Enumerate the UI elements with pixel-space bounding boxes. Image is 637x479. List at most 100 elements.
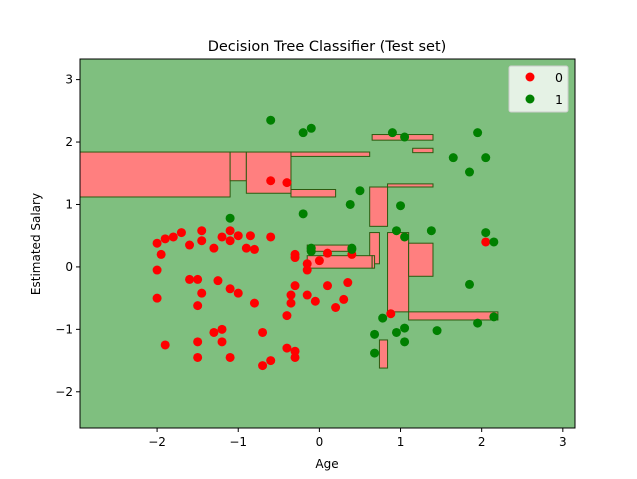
point-class-0 xyxy=(218,325,227,334)
point-class-0 xyxy=(286,299,295,308)
point-class-0 xyxy=(193,301,202,310)
point-class-0 xyxy=(250,299,259,308)
point-class-0 xyxy=(242,244,251,253)
point-class-0 xyxy=(209,244,218,253)
x-tick-label: −2 xyxy=(148,435,166,449)
point-class-1 xyxy=(400,133,409,142)
region-class-0 xyxy=(388,184,433,187)
point-class-0 xyxy=(250,245,259,254)
point-class-0 xyxy=(258,328,267,337)
point-class-0 xyxy=(161,340,170,349)
point-class-0 xyxy=(323,281,332,290)
x-axis-label: Age xyxy=(315,457,338,471)
point-class-1 xyxy=(355,186,364,195)
point-class-0 xyxy=(209,328,218,337)
point-class-0 xyxy=(197,289,206,298)
point-class-0 xyxy=(197,236,206,245)
x-tick-label: 1 xyxy=(397,435,405,449)
point-class-0 xyxy=(213,276,222,285)
region-class-0 xyxy=(291,189,336,196)
legend-label-0: 0 xyxy=(555,70,563,85)
point-class-0 xyxy=(481,237,490,246)
legend-label-1: 1 xyxy=(555,92,563,107)
y-axis-label: Estimated Salary xyxy=(29,193,43,295)
point-class-1 xyxy=(489,237,498,246)
point-class-0 xyxy=(315,256,324,265)
point-class-0 xyxy=(266,356,275,365)
point-class-1 xyxy=(378,314,387,323)
point-class-0 xyxy=(282,344,291,353)
region-class-0 xyxy=(409,243,433,276)
y-tick-label: 3 xyxy=(65,73,73,87)
point-class-0 xyxy=(343,278,352,287)
region-class-0 xyxy=(379,340,387,368)
point-class-1 xyxy=(473,128,482,137)
x-tick-label: 0 xyxy=(316,435,324,449)
point-class-1 xyxy=(266,116,275,125)
point-class-0 xyxy=(291,253,300,262)
point-class-1 xyxy=(299,128,308,137)
point-class-1 xyxy=(392,328,401,337)
x-tick-label: 3 xyxy=(559,435,567,449)
point-class-1 xyxy=(226,214,235,223)
y-tick-label: 1 xyxy=(65,197,73,211)
point-class-1 xyxy=(396,201,405,210)
chart-title: Decision Tree Classifier (Test set) xyxy=(208,39,447,55)
point-class-0 xyxy=(185,275,194,284)
point-class-1 xyxy=(400,324,409,333)
point-class-0 xyxy=(197,226,206,235)
point-class-0 xyxy=(282,311,291,320)
point-class-0 xyxy=(266,176,275,185)
point-class-1 xyxy=(473,319,482,328)
point-class-1 xyxy=(433,326,442,335)
point-class-0 xyxy=(218,337,227,346)
region-class-0 xyxy=(80,152,230,197)
point-class-0 xyxy=(193,337,202,346)
region-class-0 xyxy=(246,152,291,193)
point-class-0 xyxy=(234,289,243,298)
point-class-1 xyxy=(400,232,409,241)
point-class-0 xyxy=(226,353,235,362)
point-class-1 xyxy=(465,168,474,177)
point-class-0 xyxy=(282,178,291,187)
point-class-0 xyxy=(169,232,178,241)
point-class-1 xyxy=(370,349,379,358)
y-tick-label: 0 xyxy=(65,260,73,274)
point-class-1 xyxy=(346,200,355,209)
x-tick-label: 2 xyxy=(478,435,486,449)
point-class-1 xyxy=(481,228,490,237)
point-class-0 xyxy=(226,236,235,245)
point-class-0 xyxy=(323,249,332,258)
point-class-1 xyxy=(400,337,409,346)
point-class-0 xyxy=(246,231,255,240)
point-class-0 xyxy=(226,284,235,293)
region-class-0 xyxy=(230,152,246,181)
legend-marker-1 xyxy=(526,95,535,104)
point-class-0 xyxy=(311,297,320,306)
point-class-0 xyxy=(331,303,340,312)
point-class-0 xyxy=(291,347,300,356)
point-class-1 xyxy=(307,247,316,256)
point-class-1 xyxy=(489,312,498,321)
point-class-1 xyxy=(347,245,356,254)
region-class-0 xyxy=(291,152,370,156)
region-class-0 xyxy=(388,233,409,312)
point-class-0 xyxy=(193,275,202,284)
point-class-0 xyxy=(185,241,194,250)
point-class-0 xyxy=(161,234,170,243)
legend-marker-0 xyxy=(526,73,535,82)
point-class-0 xyxy=(258,361,267,370)
point-class-1 xyxy=(299,209,308,218)
point-class-0 xyxy=(226,226,235,235)
point-class-1 xyxy=(370,330,379,339)
point-class-0 xyxy=(157,250,166,259)
point-class-1 xyxy=(307,124,316,133)
point-class-1 xyxy=(481,153,490,162)
x-tick-label: −1 xyxy=(229,435,247,449)
point-class-0 xyxy=(234,231,243,240)
point-class-0 xyxy=(177,228,186,237)
point-class-1 xyxy=(427,226,436,235)
point-class-0 xyxy=(153,239,162,248)
point-class-0 xyxy=(266,232,275,241)
